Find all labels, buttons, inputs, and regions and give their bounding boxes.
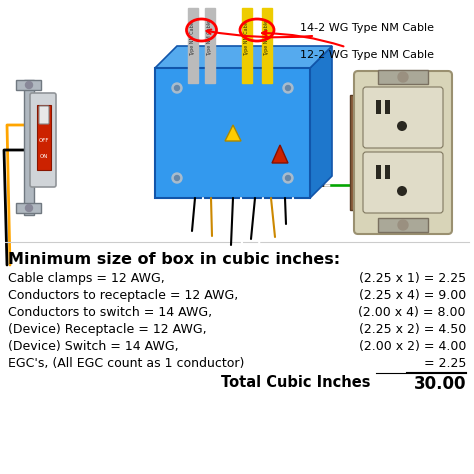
Circle shape [285, 175, 291, 181]
Text: Type NM Cable: Type NM Cable [245, 20, 249, 56]
Polygon shape [155, 46, 332, 68]
Bar [378, 218, 428, 232]
Bar [242, 8, 252, 83]
Circle shape [398, 220, 408, 230]
Text: (2.25 x 2) = 4.50: (2.25 x 2) = 4.50 [359, 323, 466, 336]
Text: (Device) Receptacle = 12 AWG,: (Device) Receptacle = 12 AWG, [8, 323, 207, 336]
Bar [242, 8, 252, 83]
Polygon shape [310, 46, 332, 198]
FancyBboxPatch shape [363, 87, 443, 148]
FancyBboxPatch shape [354, 71, 452, 234]
Text: Minimum size of box in cubic inches:: Minimum size of box in cubic inches: [8, 252, 340, 267]
Bar [188, 8, 198, 83]
Bar [16, 80, 41, 90]
FancyBboxPatch shape [39, 106, 49, 124]
Bar [205, 8, 215, 83]
Polygon shape [225, 125, 241, 141]
Circle shape [283, 83, 293, 93]
Text: Type NM Cable: Type NM Cable [264, 20, 270, 56]
Bar [262, 8, 272, 83]
Bar [376, 100, 381, 114]
Text: (2.00 x 2) = 4.00: (2.00 x 2) = 4.00 [359, 340, 466, 353]
Circle shape [397, 186, 407, 196]
Bar [385, 165, 390, 179]
Bar [205, 8, 215, 83]
Bar [385, 100, 390, 114]
Polygon shape [272, 145, 288, 163]
Text: Type NM Cable: Type NM Cable [191, 20, 195, 56]
Text: Type NM Cable: Type NM Cable [208, 20, 212, 56]
Text: Conductors to receptacle = 12 AWG,: Conductors to receptacle = 12 AWG, [8, 289, 238, 302]
Text: 30.00: 30.00 [413, 375, 466, 393]
Bar [378, 70, 428, 84]
Text: ON: ON [40, 155, 48, 159]
Circle shape [26, 82, 33, 89]
Text: (2.25 x 4) = 9.00: (2.25 x 4) = 9.00 [359, 289, 466, 302]
Circle shape [172, 83, 182, 93]
Text: OFF: OFF [39, 137, 49, 143]
Bar [37, 105, 51, 170]
Text: = 2.25: = 2.25 [424, 357, 466, 370]
Bar [24, 80, 34, 215]
Text: EGC's, (All EGC count as 1 conductor): EGC's, (All EGC count as 1 conductor) [8, 357, 245, 370]
Circle shape [26, 204, 33, 211]
Bar [350, 95, 362, 210]
Text: (Device) Switch = 14 AWG,: (Device) Switch = 14 AWG, [8, 340, 179, 353]
Bar [188, 8, 198, 83]
Bar [16, 203, 41, 213]
Circle shape [172, 173, 182, 183]
Circle shape [398, 72, 408, 82]
Bar [262, 8, 272, 83]
Circle shape [283, 173, 293, 183]
Circle shape [174, 175, 180, 181]
Circle shape [285, 85, 291, 91]
Text: Cable clamps = 12 AWG,: Cable clamps = 12 AWG, [8, 272, 165, 285]
Bar [155, 68, 310, 198]
Text: Conductors to switch = 14 AWG,: Conductors to switch = 14 AWG, [8, 306, 212, 319]
Text: 14-2 WG Type NM Cable: 14-2 WG Type NM Cable [207, 23, 434, 37]
Text: (2.25 x 1) = 2.25: (2.25 x 1) = 2.25 [359, 272, 466, 285]
Bar [376, 165, 381, 179]
FancyBboxPatch shape [363, 152, 443, 213]
Text: Total Cubic Inches: Total Cubic Inches [221, 375, 371, 390]
Text: 12-2 WG Type NM Cable: 12-2 WG Type NM Cable [262, 31, 434, 60]
Circle shape [174, 85, 180, 91]
Text: (2.00 x 4) = 8.00: (2.00 x 4) = 8.00 [358, 306, 466, 319]
FancyBboxPatch shape [30, 93, 56, 187]
Circle shape [397, 121, 407, 131]
